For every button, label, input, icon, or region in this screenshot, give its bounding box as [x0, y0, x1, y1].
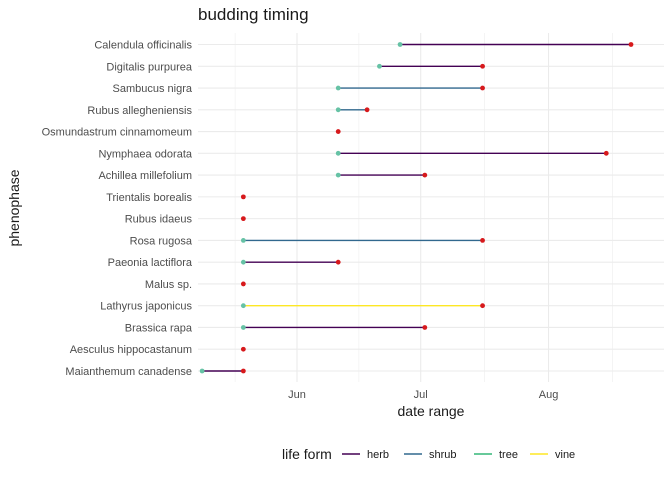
start-point — [240, 238, 246, 243]
y-tick-label: Malus sp. — [145, 279, 192, 291]
x-axis-title: date range — [398, 403, 465, 419]
y-tick-label: Sambucus nigra — [113, 83, 193, 95]
legend-label: shrub — [429, 449, 457, 461]
y-axis-title: phenophase — [6, 169, 22, 246]
y-tick-label: Achillea millefolium — [98, 170, 192, 182]
segments — [202, 43, 632, 372]
y-tick-label: Rubus allegheniensis — [87, 105, 192, 117]
y-tick-label: Rosa rugosa — [130, 235, 193, 247]
start-point — [240, 259, 246, 265]
end-point — [422, 325, 428, 330]
end-point — [480, 238, 485, 243]
end-point — [240, 346, 246, 352]
y-tick-label: Brassica rapa — [125, 322, 193, 334]
grid — [198, 33, 664, 382]
start-point — [240, 325, 246, 330]
y-tick-label: Nymphaea odorata — [98, 148, 192, 160]
points — [199, 42, 634, 374]
y-tick-label: Aesculus hippocastanum — [70, 344, 192, 356]
legend-label: vine — [555, 449, 575, 461]
end-point — [240, 194, 246, 200]
x-tick-label: Jun — [288, 389, 306, 401]
end-point — [480, 303, 485, 309]
start-point — [377, 63, 382, 69]
start-point — [397, 42, 403, 47]
y-tick-label: Digitalis purpurea — [106, 61, 192, 73]
end-point — [240, 216, 246, 222]
y-tick-label: Calendula officinalis — [94, 40, 192, 52]
start-point — [335, 85, 341, 91]
start-point — [199, 368, 205, 374]
end-point — [480, 85, 485, 91]
legend-label: tree — [499, 449, 518, 461]
end-point — [240, 281, 246, 287]
y-tick-label: Osmundastrum cinnamomeum — [42, 127, 192, 139]
end-point — [603, 150, 609, 156]
end-point — [335, 259, 341, 265]
x-tick-labels: Jun Jul Aug — [288, 389, 558, 401]
legend-title: life form — [282, 446, 332, 462]
end-point — [422, 172, 428, 178]
start-point — [240, 303, 246, 309]
x-tick-label: Jul — [414, 389, 428, 401]
x-tick-label: Aug — [539, 389, 559, 401]
end-point — [364, 107, 370, 113]
chart-title: budding timing — [198, 5, 309, 24]
end-point — [335, 129, 341, 134]
legend-label: herb — [367, 449, 389, 461]
end-point — [628, 42, 634, 47]
end-point — [480, 63, 485, 69]
start-point — [335, 150, 341, 156]
legend: life form herb shrub tree vine — [282, 446, 575, 462]
y-tick-label: Rubus idaeus — [125, 214, 193, 226]
end-point — [240, 368, 246, 374]
y-tick-labels: Calendula officinalis Digitalis purpurea S… — [42, 40, 193, 379]
start-point — [335, 107, 341, 113]
y-tick-label: Lathyrus japonicus — [100, 301, 192, 313]
y-tick-label: Trientalis borealis — [106, 192, 192, 204]
y-tick-label: Paeonia lactiflora — [108, 257, 193, 269]
y-tick-label: Maianthemum canadense — [65, 366, 192, 378]
start-point — [335, 172, 341, 178]
